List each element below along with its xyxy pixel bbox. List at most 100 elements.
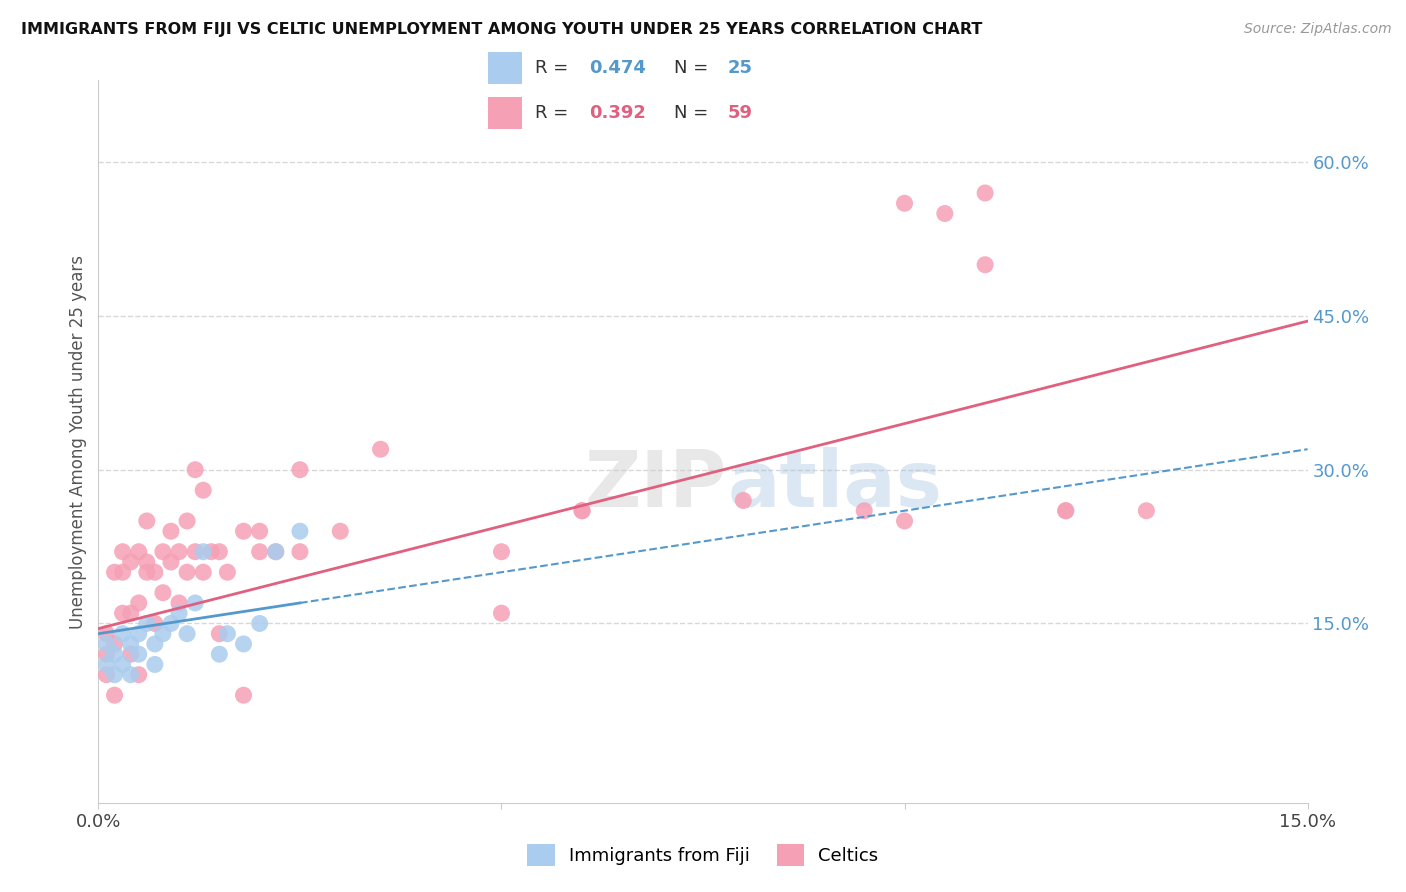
Point bbox=[893, 196, 915, 211]
Point bbox=[96, 657, 118, 672]
Point bbox=[96, 626, 118, 640]
Point bbox=[135, 616, 157, 631]
Point bbox=[160, 524, 183, 539]
Point bbox=[111, 565, 134, 579]
Point bbox=[103, 565, 125, 579]
Point bbox=[329, 524, 352, 539]
Bar bbox=[488, 52, 522, 84]
Point bbox=[974, 186, 997, 200]
Point bbox=[264, 545, 287, 559]
Text: N =: N = bbox=[673, 104, 714, 122]
Point bbox=[176, 565, 198, 579]
Point bbox=[249, 616, 271, 631]
Text: R =: R = bbox=[536, 59, 575, 77]
Point bbox=[571, 504, 593, 518]
Point bbox=[491, 606, 513, 620]
Point bbox=[1054, 504, 1077, 518]
Point bbox=[96, 647, 118, 661]
Point bbox=[128, 667, 150, 681]
Point bbox=[128, 647, 150, 661]
Point bbox=[974, 258, 997, 272]
Point bbox=[152, 545, 174, 559]
Point bbox=[120, 606, 142, 620]
Point bbox=[1135, 504, 1157, 518]
Point bbox=[176, 514, 198, 528]
Point bbox=[167, 545, 190, 559]
Point bbox=[208, 626, 231, 640]
Point bbox=[167, 606, 190, 620]
Point bbox=[103, 667, 125, 681]
Point bbox=[128, 545, 150, 559]
Text: IMMIGRANTS FROM FIJI VS CELTIC UNEMPLOYMENT AMONG YOUTH UNDER 25 YEARS CORRELATI: IMMIGRANTS FROM FIJI VS CELTIC UNEMPLOYM… bbox=[21, 22, 983, 37]
Point bbox=[934, 206, 956, 220]
Point bbox=[120, 667, 142, 681]
Point bbox=[893, 514, 915, 528]
Point bbox=[571, 504, 593, 518]
Text: 59: 59 bbox=[728, 104, 752, 122]
Point bbox=[135, 514, 157, 528]
Point bbox=[232, 637, 254, 651]
Point bbox=[111, 606, 134, 620]
Point bbox=[217, 565, 239, 579]
Point bbox=[160, 616, 183, 631]
Point bbox=[103, 688, 125, 702]
Point bbox=[184, 596, 207, 610]
Point bbox=[176, 626, 198, 640]
Text: R =: R = bbox=[536, 104, 575, 122]
Point bbox=[111, 626, 134, 640]
Legend: Immigrants from Fiji, Celtics: Immigrants from Fiji, Celtics bbox=[520, 837, 886, 873]
Y-axis label: Unemployment Among Youth under 25 years: Unemployment Among Youth under 25 years bbox=[69, 254, 87, 629]
Point bbox=[143, 616, 166, 631]
Point bbox=[103, 647, 125, 661]
Point bbox=[167, 596, 190, 610]
Point bbox=[128, 626, 150, 640]
Point bbox=[152, 585, 174, 599]
Point bbox=[152, 626, 174, 640]
Point bbox=[853, 504, 876, 518]
Point bbox=[120, 637, 142, 651]
Point bbox=[143, 657, 166, 672]
Point bbox=[96, 667, 118, 681]
Text: Source: ZipAtlas.com: Source: ZipAtlas.com bbox=[1244, 22, 1392, 37]
Point bbox=[370, 442, 392, 457]
Point bbox=[120, 555, 142, 569]
Point bbox=[232, 524, 254, 539]
Point bbox=[1054, 504, 1077, 518]
Point bbox=[120, 647, 142, 661]
Point bbox=[288, 524, 311, 539]
Point bbox=[264, 545, 287, 559]
Point bbox=[193, 565, 215, 579]
Text: N =: N = bbox=[673, 59, 714, 77]
Point bbox=[208, 647, 231, 661]
Text: 0.474: 0.474 bbox=[589, 59, 647, 77]
Point bbox=[200, 545, 222, 559]
Point bbox=[160, 555, 183, 569]
Bar bbox=[488, 97, 522, 129]
Point bbox=[232, 688, 254, 702]
Point bbox=[96, 637, 118, 651]
Point bbox=[184, 463, 207, 477]
Point bbox=[208, 545, 231, 559]
Point bbox=[128, 596, 150, 610]
Point bbox=[111, 657, 134, 672]
Text: 25: 25 bbox=[728, 59, 752, 77]
Point bbox=[184, 545, 207, 559]
Point bbox=[103, 637, 125, 651]
Point bbox=[491, 545, 513, 559]
Point bbox=[733, 493, 755, 508]
Point bbox=[249, 524, 271, 539]
Point bbox=[249, 545, 271, 559]
Point bbox=[288, 463, 311, 477]
Point bbox=[193, 545, 215, 559]
Point bbox=[143, 565, 166, 579]
Point bbox=[143, 637, 166, 651]
Text: 0.392: 0.392 bbox=[589, 104, 647, 122]
Text: ZIP: ZIP bbox=[585, 447, 727, 523]
Point bbox=[135, 555, 157, 569]
Point bbox=[217, 626, 239, 640]
Point bbox=[111, 545, 134, 559]
Text: atlas: atlas bbox=[727, 447, 942, 523]
Point bbox=[193, 483, 215, 498]
Point bbox=[135, 565, 157, 579]
Point bbox=[288, 545, 311, 559]
